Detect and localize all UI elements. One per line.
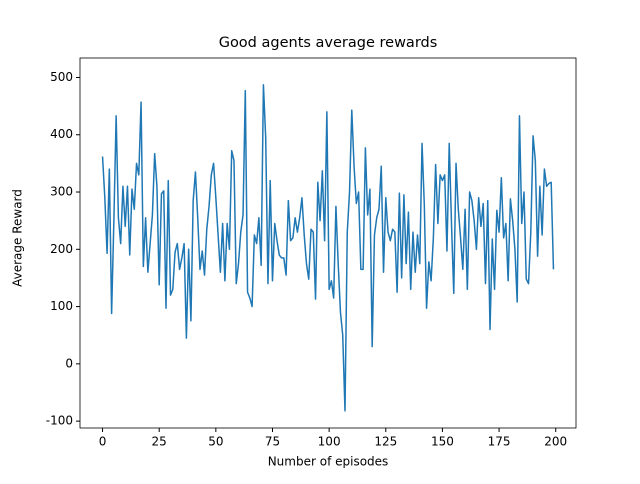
x-tick-label: 100 bbox=[318, 435, 341, 449]
line bbox=[101, 84, 555, 412]
y-tick-label: 500 bbox=[50, 70, 73, 84]
y-axis-label: Average Reward bbox=[11, 189, 25, 287]
x-tick-label: 125 bbox=[374, 435, 397, 449]
x-tick-label: 150 bbox=[431, 435, 454, 449]
x-tick-label: 200 bbox=[544, 435, 567, 449]
y-tick-label: 300 bbox=[50, 185, 73, 199]
y-tick-label: 200 bbox=[50, 242, 73, 256]
y-tick-label: 0 bbox=[65, 356, 73, 370]
x-tick-label: 25 bbox=[152, 435, 167, 449]
x-tick-label: 75 bbox=[265, 435, 280, 449]
chart-title: Good agents average rewards bbox=[219, 35, 438, 51]
axes-frame bbox=[79, 57, 577, 429]
y-tick-label: -100 bbox=[46, 414, 73, 428]
x-tick-label: 0 bbox=[99, 435, 107, 449]
y-tick-label: 100 bbox=[50, 299, 73, 313]
y-tick-label: 400 bbox=[50, 127, 73, 141]
x-axis-label: Number of episodes bbox=[268, 455, 389, 469]
x-tick-label: 50 bbox=[208, 435, 223, 449]
x-tick-label: 175 bbox=[488, 435, 511, 449]
